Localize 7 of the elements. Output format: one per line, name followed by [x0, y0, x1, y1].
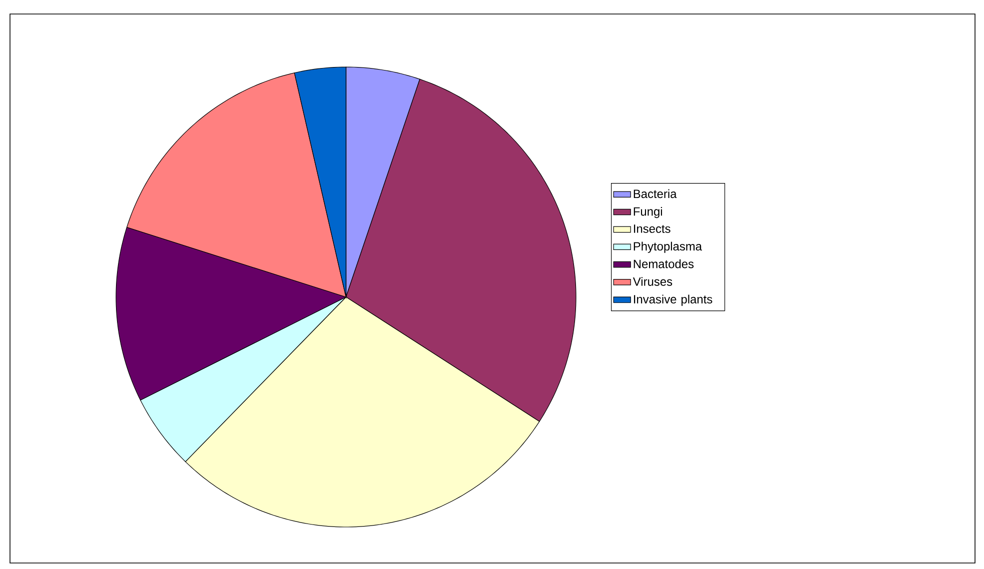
legend-label: Nematodes	[634, 259, 694, 268]
legend-label: Fungi	[634, 206, 662, 218]
legend-label: Insects	[634, 224, 670, 233]
legend-label: Viruses	[632, 277, 672, 286]
legend-label: Invasive plants	[634, 294, 712, 306]
legend-label: Phytoplasma	[634, 242, 702, 253]
legend-label: Bacteria	[634, 189, 677, 198]
